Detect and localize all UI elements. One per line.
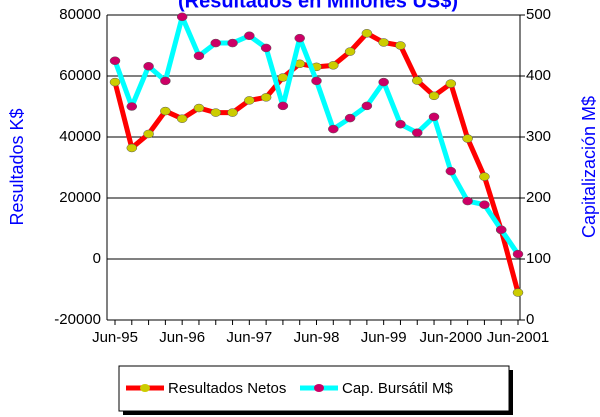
point xyxy=(244,31,255,40)
x-tick-label: Jun-95 xyxy=(92,329,138,346)
point xyxy=(462,196,473,206)
point xyxy=(294,33,305,43)
point xyxy=(109,77,121,87)
point xyxy=(311,76,322,86)
point xyxy=(176,12,188,22)
point xyxy=(126,102,138,111)
point xyxy=(260,43,272,53)
y-axis-label: Resultados K$ xyxy=(7,108,27,225)
x-tick-label: Jun-99 xyxy=(361,329,407,346)
point xyxy=(479,172,490,181)
point xyxy=(126,143,138,153)
point xyxy=(109,56,121,65)
x-tick-label: Jun-98 xyxy=(294,329,340,346)
x-tick-label: Jun-97 xyxy=(226,329,272,346)
y-tick-label: 60000 xyxy=(59,67,101,84)
y-tick-label: 40000 xyxy=(59,128,101,145)
series-line xyxy=(112,30,521,294)
x-tick-label: Jun-2000 xyxy=(420,329,483,346)
legend-marker xyxy=(314,384,324,392)
y2-tick-label: 0 xyxy=(526,311,534,328)
point xyxy=(412,128,423,137)
point xyxy=(328,61,339,70)
y2-tick-label: 400 xyxy=(526,67,551,84)
point xyxy=(160,76,171,86)
y-tick-label: 0 xyxy=(93,250,101,267)
point xyxy=(260,93,272,102)
point xyxy=(495,225,507,234)
point xyxy=(176,114,188,123)
point xyxy=(361,101,373,111)
point xyxy=(193,103,205,113)
y-tick-label: -20000 xyxy=(54,311,101,328)
point xyxy=(143,129,154,139)
point xyxy=(344,113,356,123)
y2-axis-label: Capitalización M$ xyxy=(579,96,599,238)
point xyxy=(193,51,205,61)
point xyxy=(445,79,457,88)
point xyxy=(210,108,221,117)
point xyxy=(344,47,356,56)
y2-tick-label: 100 xyxy=(526,250,551,267)
point xyxy=(210,38,221,48)
point xyxy=(361,29,373,38)
point xyxy=(277,101,289,111)
point xyxy=(428,91,440,101)
y2-tick-label: 200 xyxy=(526,189,551,206)
x-tick-label: Jun-2001 xyxy=(487,329,550,346)
point xyxy=(479,200,490,209)
point xyxy=(428,112,440,122)
point xyxy=(512,288,524,297)
point xyxy=(378,77,389,87)
point xyxy=(277,73,289,82)
point xyxy=(445,166,457,176)
point xyxy=(395,119,406,129)
point xyxy=(412,76,423,85)
point xyxy=(395,41,406,50)
point xyxy=(512,249,524,259)
point xyxy=(244,96,255,105)
point xyxy=(378,38,389,47)
legend-label: Cap. Bursátil M$ xyxy=(342,380,454,397)
point xyxy=(160,106,171,116)
point xyxy=(227,38,238,48)
legend-marker xyxy=(140,384,150,392)
point xyxy=(143,61,154,71)
y2-tick-label: 300 xyxy=(526,128,551,145)
y-tick-label: 80000 xyxy=(59,6,101,23)
x-tick-label: Jun-96 xyxy=(159,329,205,346)
point xyxy=(227,108,238,117)
legend-label: Resultados Netos xyxy=(168,380,286,397)
series-line xyxy=(112,14,521,256)
y2-tick-label: 500 xyxy=(526,6,551,23)
chart-title: (Resultados en Millones US$) xyxy=(178,0,458,12)
point xyxy=(462,134,473,143)
point xyxy=(328,124,339,134)
y-tick-label: 20000 xyxy=(59,189,101,206)
